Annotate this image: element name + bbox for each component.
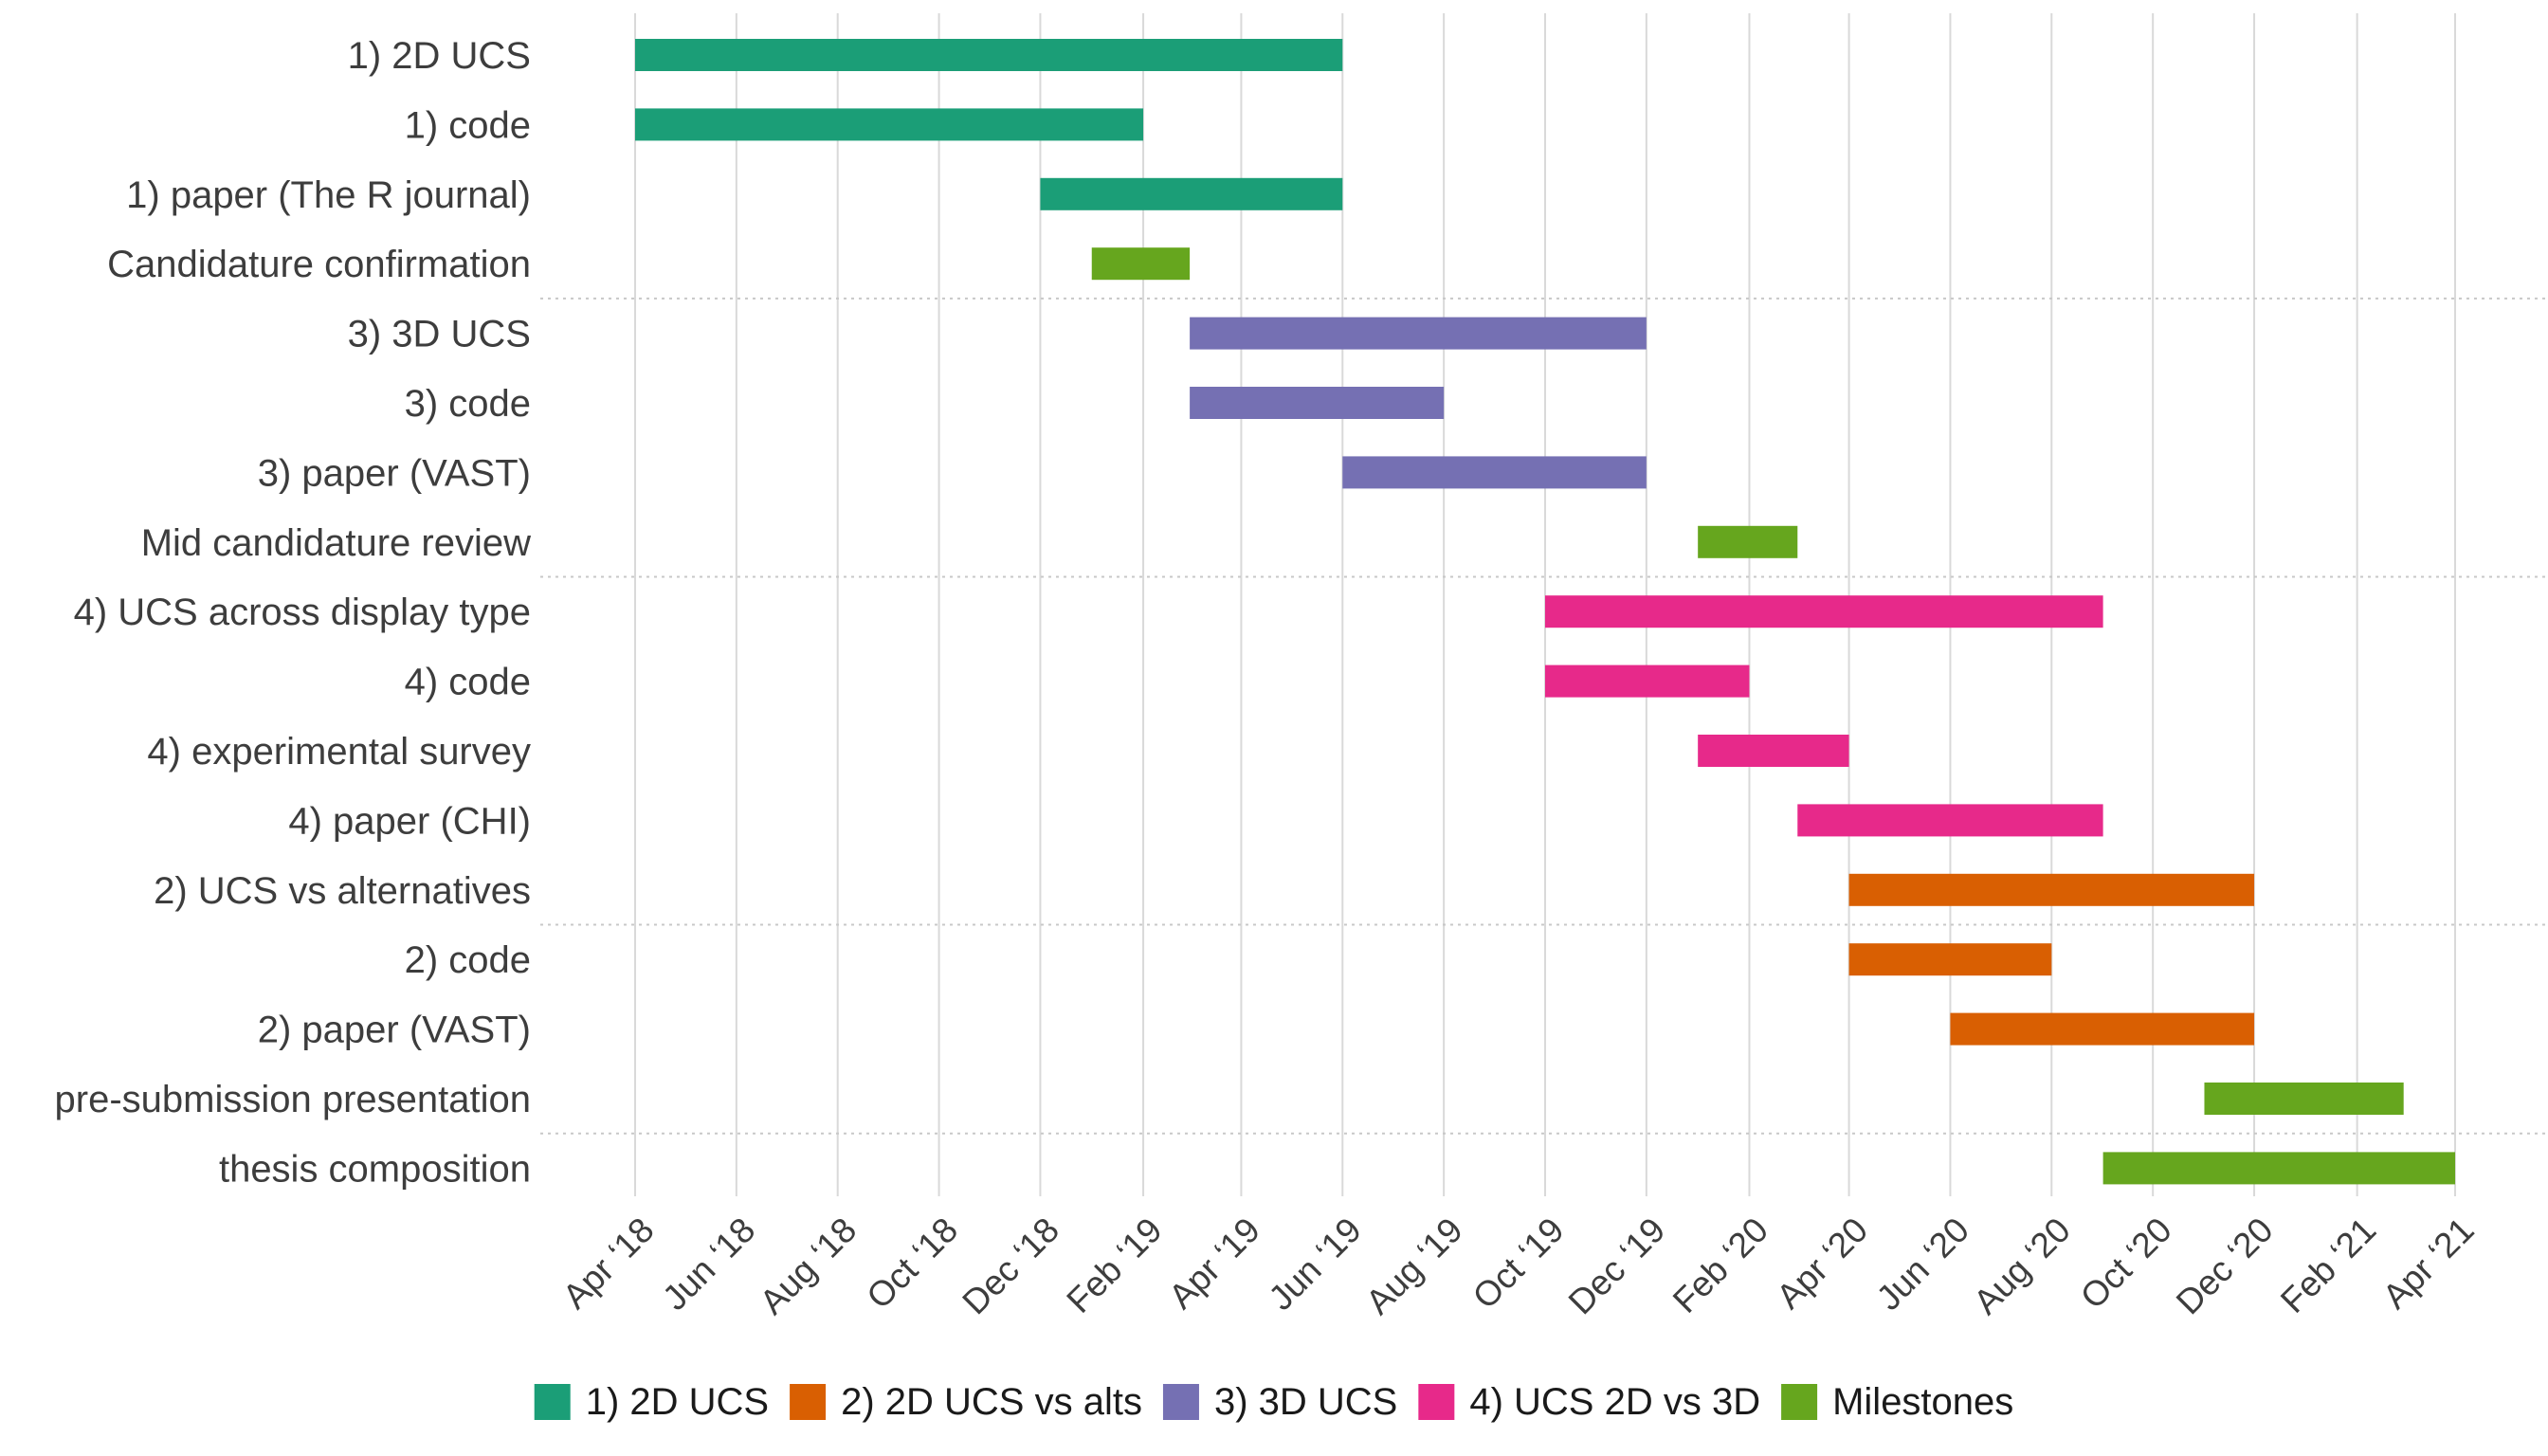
- task-bar: [1848, 873, 2255, 906]
- task-bar: [635, 108, 1144, 141]
- task-bar: [1797, 804, 2103, 837]
- task-bar: [2102, 1152, 2455, 1185]
- task-label: Candidature confirmation: [107, 244, 531, 285]
- task-label: 4) code: [405, 662, 531, 703]
- task-label: 2) paper (VAST): [258, 1010, 531, 1051]
- task-bar: [1698, 735, 1849, 767]
- task-label: pre-submission presentation: [55, 1079, 531, 1120]
- legend: 1) 2D UCS 2) 2D UCS vs alts 3) 3D UCS 4) UC…: [534, 1381, 2013, 1423]
- task-bar: [1190, 317, 1647, 350]
- task-bar: [1091, 247, 1191, 281]
- task-label: 3) code: [405, 383, 531, 425]
- x-tick-label: Oct ‘19: [1465, 1210, 1572, 1317]
- task-bar: [2204, 1083, 2404, 1115]
- x-tick-label: Feb ‘21: [2273, 1210, 2383, 1320]
- task-bar: [1190, 387, 1445, 419]
- task-bars: [635, 39, 2455, 1185]
- x-tick-label: Aug ‘20: [1966, 1210, 2078, 1322]
- task-bar: [1698, 525, 1798, 558]
- x-tick-label: Aug ‘19: [1358, 1210, 1470, 1322]
- task-label: Mid candidature review: [141, 522, 531, 564]
- legend-swatch: [1162, 1384, 1199, 1420]
- x-tick-label: Aug ‘18: [753, 1210, 864, 1322]
- legend-label: 2) 2D UCS vs alts: [841, 1381, 1142, 1423]
- x-tick-label: Apr ‘21: [2375, 1210, 2482, 1317]
- legend-label: 1) 2D UCS: [586, 1381, 769, 1423]
- x-tick-label: Feb ‘20: [1665, 1210, 1775, 1320]
- task-bar: [1040, 177, 1343, 210]
- task-bar: [1950, 1012, 2255, 1046]
- legend-label: 3) 3D UCS: [1214, 1381, 1397, 1423]
- row-separators: [540, 297, 2545, 1135]
- x-tick-label: Dec ‘18: [955, 1210, 1066, 1322]
- x-tick-label: Oct ‘18: [859, 1210, 965, 1317]
- legend-label: 4) UCS 2D vs 3D: [1469, 1381, 1760, 1423]
- x-tick-label: Jun ‘18: [655, 1210, 762, 1318]
- task-bar: [1545, 595, 2103, 628]
- task-labels: 1) 2D UCS 1) code 1) paper (The R journal)…: [55, 35, 532, 1190]
- x-tick-label: Apr ‘19: [1161, 1210, 1267, 1317]
- task-bar: [1848, 943, 2052, 976]
- task-label: 4) experimental survey: [147, 731, 531, 773]
- legend-swatch: [1781, 1384, 1818, 1420]
- x-tick-label: Oct ‘20: [2073, 1210, 2179, 1317]
- task-label: 2) UCS vs alternatives: [154, 870, 531, 912]
- legend-swatch: [790, 1384, 827, 1420]
- legend-swatch: [534, 1384, 571, 1420]
- legend-label: Milestones: [1832, 1381, 2013, 1423]
- task-bar: [1545, 664, 1750, 698]
- x-tick-label: Apr ‘20: [1769, 1210, 1875, 1317]
- legend-swatch: [1418, 1384, 1455, 1420]
- task-bar: [635, 39, 1343, 71]
- task-label: 1) paper (The R journal): [126, 174, 531, 216]
- task-label: 3) 3D UCS: [348, 314, 531, 355]
- task-label: 1) 2D UCS: [348, 35, 531, 77]
- x-tick-label: Jun ‘20: [1869, 1210, 1976, 1318]
- task-bar: [1342, 456, 1647, 489]
- x-tick-label: Dec ‘20: [2169, 1210, 2281, 1322]
- x-tick-label: Jun ‘19: [1262, 1210, 1369, 1318]
- x-tick-label: Feb ‘19: [1059, 1210, 1169, 1320]
- task-label: 4) paper (CHI): [288, 800, 531, 842]
- x-tick-label: Apr ‘18: [555, 1210, 662, 1317]
- task-label: 3) paper (VAST): [258, 452, 531, 494]
- task-label: 1) code: [405, 104, 531, 146]
- task-label: 4) UCS across display type: [74, 592, 531, 633]
- task-label: 2) code: [405, 939, 531, 981]
- task-label: thesis composition: [219, 1148, 531, 1190]
- x-tick-label: Dec ‘19: [1561, 1210, 1673, 1322]
